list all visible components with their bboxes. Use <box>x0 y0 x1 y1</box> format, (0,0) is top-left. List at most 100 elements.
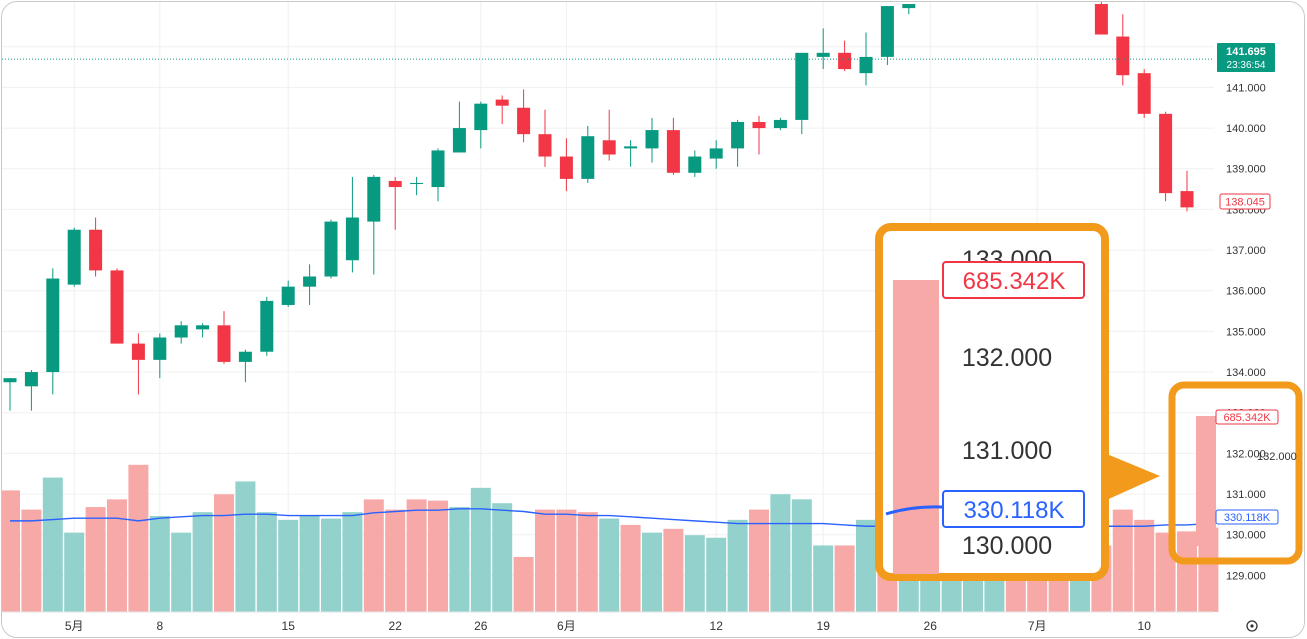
price-tick-label: 134.000 <box>1226 367 1266 379</box>
volume-bar <box>321 518 341 612</box>
candle <box>773 117 787 131</box>
candle <box>303 264 317 305</box>
volume-bar <box>406 499 427 612</box>
zoom-ma-label: 330.118K <box>964 497 1065 524</box>
candle <box>880 6 894 66</box>
volume-bar <box>577 512 598 612</box>
volume-bar <box>556 509 577 612</box>
candle <box>559 138 573 192</box>
volume-bar <box>749 509 769 612</box>
last-close-badge: 138.045 <box>1219 193 1271 210</box>
volume-bar <box>85 507 106 612</box>
candle <box>902 4 916 15</box>
volume-bar <box>470 487 491 612</box>
time-tick-label: 15 <box>282 619 296 633</box>
callout-pointer <box>1102 452 1160 502</box>
volume-bar <box>64 532 85 612</box>
candle <box>238 349 252 383</box>
volume-bar <box>385 509 406 612</box>
svg-text:132.000: 132.000 <box>1257 451 1297 463</box>
candle <box>816 28 830 70</box>
candle <box>838 40 852 72</box>
volume-bar <box>449 507 470 612</box>
candle <box>688 150 702 177</box>
volume-bar <box>791 499 812 612</box>
volume-value-label: 685.342K <box>1223 412 1271 424</box>
volume-bar <box>256 512 277 612</box>
candle <box>538 109 552 167</box>
price-tick-label: 129.000 <box>1226 570 1266 582</box>
volume-bar <box>278 519 299 612</box>
current-price-label: 141.695 <box>1226 46 1266 58</box>
price-tick-label: 141.000 <box>1226 82 1266 94</box>
price-tick-label: 140.000 <box>1226 123 1266 135</box>
time-tick-label: 26 <box>924 619 938 633</box>
candle <box>367 174 381 275</box>
candle <box>474 101 488 149</box>
volume-bar <box>663 528 684 612</box>
price-tick-label: 137.000 <box>1226 245 1266 257</box>
candle <box>153 333 167 379</box>
candle <box>260 296 274 356</box>
candle <box>3 378 17 411</box>
volume-bar <box>513 556 534 612</box>
settings-icon[interactable] <box>1246 620 1258 632</box>
candle <box>410 176 424 196</box>
candle <box>752 115 766 155</box>
candle <box>795 52 809 135</box>
volume-bar <box>42 477 63 612</box>
volume-bar <box>342 512 363 612</box>
volume-bar <box>299 516 320 612</box>
volume-labels-highlight: 685.342K 330.118K 132.000 <box>1168 381 1303 565</box>
candles <box>3 2 1194 411</box>
volume-bar <box>770 494 791 612</box>
candle <box>581 126 595 183</box>
volume-bar <box>706 537 727 612</box>
volume-bar <box>684 535 705 612</box>
price-tick-label: 139.000 <box>1226 164 1266 176</box>
candle <box>709 140 723 169</box>
candle <box>67 227 81 287</box>
price-tick-label: 132.000 <box>1226 448 1266 460</box>
time-tick-label: 22 <box>389 619 403 633</box>
volume-bar <box>235 481 256 612</box>
volume-bar <box>107 499 127 612</box>
time-tick-label: 6月 <box>557 619 576 633</box>
candle <box>324 219 338 279</box>
volume-bar <box>1134 519 1155 612</box>
volume-bar <box>214 494 234 612</box>
candle <box>452 101 466 153</box>
candle <box>666 117 680 175</box>
volume-bar <box>642 532 662 612</box>
zoom-tick-130: 130.000 <box>962 532 1052 560</box>
candle <box>217 311 231 364</box>
time-tick-label: 5月 <box>65 619 84 633</box>
candle <box>1116 14 1130 86</box>
volume-bar <box>535 509 555 612</box>
candle <box>1180 170 1194 212</box>
volume-bar <box>856 519 876 612</box>
zoom-tick-132: 132.000 <box>962 344 1052 372</box>
volume-bar <box>1112 509 1133 612</box>
candle <box>46 268 60 395</box>
volume-bar <box>21 509 42 612</box>
volume-bar <box>428 500 448 612</box>
zoom-tick-131: 131.000 <box>962 437 1052 465</box>
candle <box>174 321 188 344</box>
volume-bar <box>363 499 384 612</box>
candle <box>495 95 509 124</box>
volume-bar <box>192 512 213 612</box>
time-tick-label: 10 <box>1138 619 1152 633</box>
time-axis: 5月 8 15 22 26 6月 12 19 26 7月 10 <box>2 611 1214 633</box>
price-tick-label: 130.000 <box>1226 530 1266 542</box>
zoom-volume-label: 685.342K <box>963 268 1066 295</box>
candle <box>1137 69 1151 118</box>
price-tick-label: 131.000 <box>1226 489 1266 501</box>
price-tick-label: 136.000 <box>1226 286 1266 298</box>
candle <box>345 176 359 273</box>
candle <box>110 268 124 344</box>
candle <box>89 217 103 277</box>
volume-bar <box>727 519 748 612</box>
